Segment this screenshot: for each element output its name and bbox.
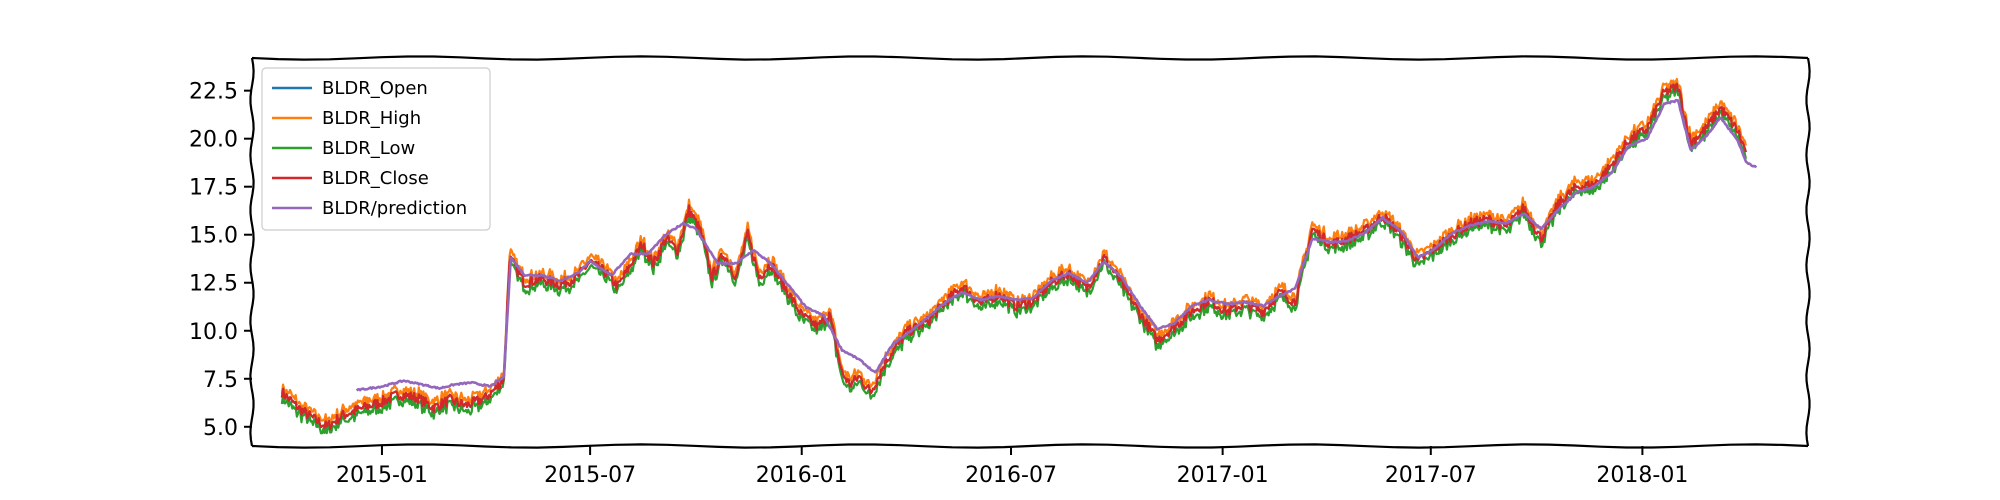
y-tick-label: 20.0 — [189, 128, 238, 153]
legend-label: BLDR_Low — [322, 138, 415, 159]
y-tick-label: 22.5 — [189, 80, 238, 105]
frame-left — [249, 57, 255, 447]
x-tick-label: 2017-07 — [1385, 463, 1477, 488]
legend: BLDR_Open BLDR_High BLDR_Low BLDR_Close BLDR… — [261, 67, 491, 231]
x-tick-label: 2015-07 — [544, 463, 636, 488]
frame-bottom — [251, 443, 1809, 449]
x-tick-label: 2018-01 — [1596, 463, 1688, 488]
legend-label: BLDR/prediction — [322, 198, 467, 219]
x-tick-label: 2016-01 — [756, 463, 848, 488]
plot-area — [280, 77, 1758, 435]
y-tick-label: 12.5 — [189, 272, 238, 297]
series-line-bldr-prediction — [355, 98, 1758, 392]
legend-label: BLDR_Close — [322, 168, 429, 189]
y-tick-label: 15.0 — [189, 224, 238, 249]
x-tick-label: 2015-01 — [336, 463, 428, 488]
y-tick-label: 17.5 — [189, 176, 238, 201]
y-tick-label: 7.5 — [203, 368, 238, 393]
axes: 5.0 7.5 10.0 12.5 15.0 17.5 20.0 22.5 2015-01 201… — [189, 55, 1811, 488]
legend-box — [261, 67, 491, 231]
frame-top — [251, 55, 1809, 61]
legend-label: BLDR_High — [322, 108, 421, 129]
x-tick-label: 2016-07 — [965, 463, 1057, 488]
legend-label: BLDR_Open — [322, 78, 428, 99]
x-tick-label: 2017-01 — [1177, 463, 1269, 488]
series-line-bldr-close — [280, 82, 1747, 431]
frame-right — [1805, 57, 1811, 447]
y-tick-label: 10.0 — [189, 320, 238, 345]
series-line-bldr-high — [280, 77, 1747, 424]
y-tick-label: 5.0 — [203, 416, 238, 441]
